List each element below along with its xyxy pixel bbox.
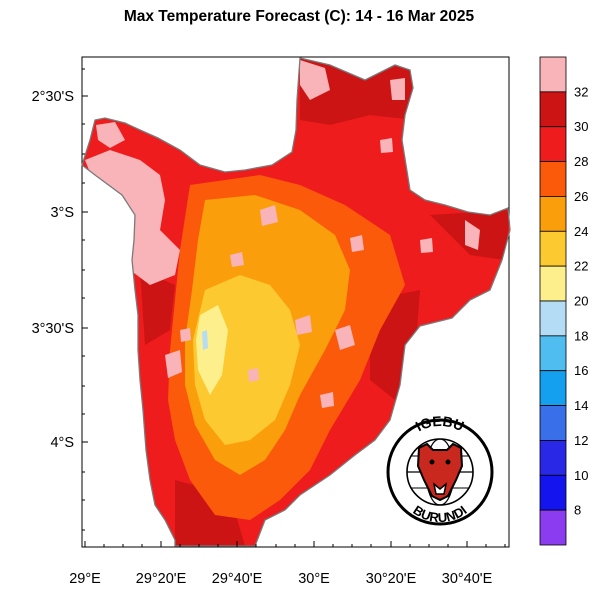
y-tick-label: 4°S — [50, 435, 74, 451]
colorbar-label: 32 — [574, 84, 588, 99]
colorbar-swatch — [539, 370, 567, 406]
colorbar-swatch — [539, 335, 567, 372]
colorbar-label: 28 — [574, 154, 588, 169]
colorbar-swatch — [539, 161, 567, 197]
colorbar-label: 10 — [574, 468, 588, 483]
colorbar-swatch — [539, 265, 567, 302]
colorbar-label: 22 — [574, 259, 588, 274]
colorbar-label: 24 — [574, 224, 588, 239]
colorbar-swatch — [539, 196, 567, 232]
x-tick-label: 30°40'E — [442, 571, 493, 587]
colorbar-swatch — [539, 509, 567, 546]
colorbar-swatch — [539, 440, 567, 476]
colorbar-label: 8 — [574, 503, 581, 518]
colorbar-swatch — [539, 300, 567, 337]
svg-text:BURUNDI: BURUNDI — [410, 502, 469, 525]
y-tick-label: 3°30'S — [32, 321, 74, 337]
colorbar-label: 16 — [574, 363, 588, 378]
colorbar-swatch — [539, 91, 567, 128]
colorbar-label: 26 — [574, 189, 588, 204]
colorbar-swatch — [539, 405, 567, 441]
colorbar-swatch — [539, 474, 567, 511]
y-tick-label: 3°S — [50, 205, 74, 221]
logo-bottom-text: BURUNDI — [410, 502, 469, 525]
x-tick-label: 29°20'E — [136, 571, 187, 587]
colorbar-swatch — [539, 230, 567, 267]
colorbar: 32 30 28 26 24 22 20 18 16 14 12 10 8 — [539, 56, 588, 546]
colorbar-swatch — [539, 126, 567, 162]
colorbar-label: 12 — [574, 433, 588, 448]
country-boundary — [81, 57, 511, 547]
x-tick-label: 29°40'E — [212, 571, 263, 587]
colorbar-label: 14 — [574, 398, 588, 413]
colorbar-label: 20 — [574, 294, 588, 309]
colorbar-swatch — [539, 56, 567, 93]
x-tick-label: 30°20'E — [366, 571, 417, 587]
map-title: Max Temperature Forecast (C): 14 - 16 Ma… — [123, 8, 475, 25]
logo-top-text: IGEBU — [413, 413, 467, 435]
colorbar-label: 18 — [574, 328, 588, 343]
x-tick-label: 29°E — [69, 571, 101, 587]
x-tick-label: 30°E — [298, 571, 330, 587]
y-tick-label: 2°30'S — [32, 89, 74, 105]
x-tick-marks — [84, 541, 506, 547]
svg-text:IGEBU: IGEBU — [413, 413, 467, 435]
colorbar-label: 30 — [574, 119, 588, 134]
y-tick-marks — [82, 68, 88, 531]
igebu-logo: IGEBU BURUNDI — [386, 413, 494, 526]
